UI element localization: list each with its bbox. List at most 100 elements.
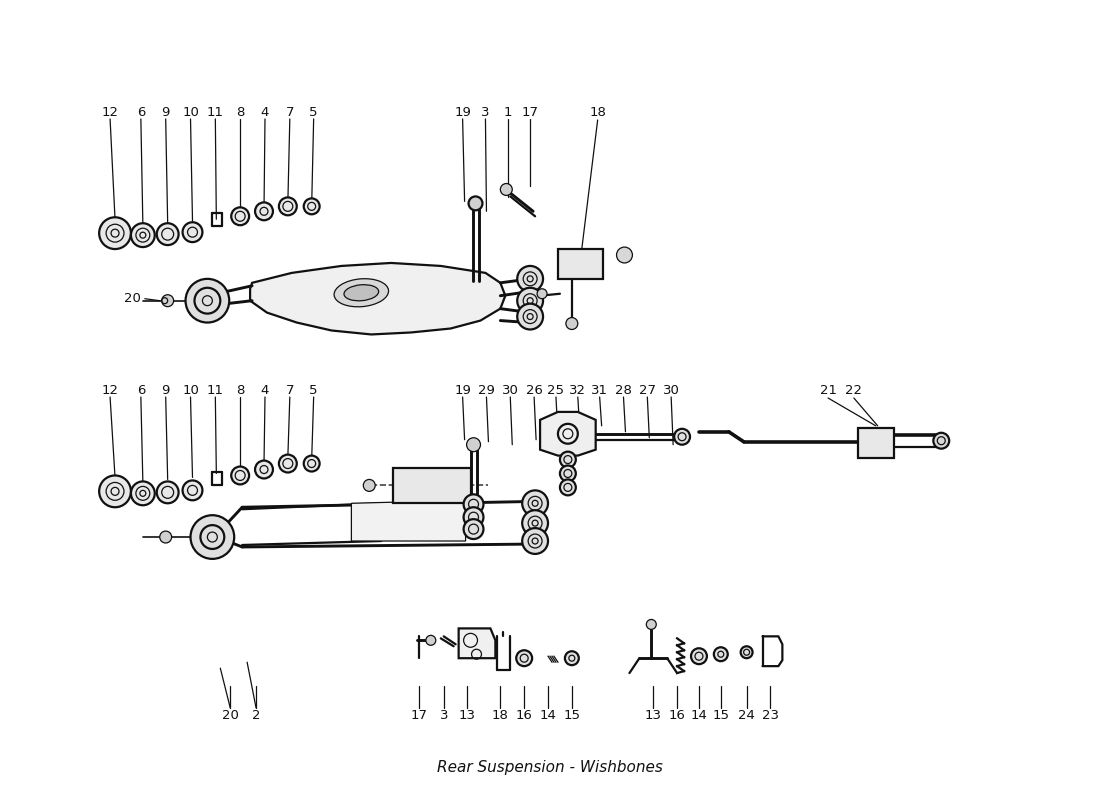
Circle shape	[537, 289, 547, 298]
Ellipse shape	[344, 285, 378, 301]
Circle shape	[522, 528, 548, 554]
Text: 12: 12	[101, 106, 119, 118]
Text: 11: 11	[207, 106, 223, 118]
Circle shape	[162, 294, 174, 306]
Text: 9: 9	[162, 383, 169, 397]
Text: 7: 7	[286, 106, 294, 118]
FancyBboxPatch shape	[393, 467, 471, 503]
Polygon shape	[351, 500, 465, 541]
Text: 30: 30	[662, 383, 680, 397]
Circle shape	[463, 507, 484, 527]
Text: 16: 16	[669, 710, 685, 722]
Circle shape	[463, 494, 484, 514]
Circle shape	[183, 481, 202, 500]
Text: 17: 17	[521, 106, 539, 118]
Circle shape	[674, 429, 690, 445]
Circle shape	[99, 475, 131, 507]
Text: 3: 3	[440, 710, 448, 722]
Text: 18: 18	[492, 710, 509, 722]
Circle shape	[616, 247, 632, 263]
Circle shape	[279, 198, 297, 215]
Circle shape	[560, 452, 575, 467]
Circle shape	[522, 510, 548, 536]
Circle shape	[647, 619, 657, 630]
Text: 14: 14	[691, 710, 707, 722]
Polygon shape	[459, 629, 495, 658]
Circle shape	[231, 466, 249, 485]
Circle shape	[157, 482, 178, 503]
Circle shape	[131, 223, 155, 247]
Circle shape	[691, 648, 707, 664]
Circle shape	[500, 183, 513, 195]
Circle shape	[565, 651, 579, 665]
Circle shape	[714, 647, 728, 661]
Text: 15: 15	[563, 710, 581, 722]
Text: Rear Suspension - Wishbones: Rear Suspension - Wishbones	[437, 760, 663, 775]
Text: 32: 32	[570, 383, 586, 397]
Circle shape	[565, 318, 578, 330]
Text: 9: 9	[162, 106, 169, 118]
Text: 16: 16	[516, 710, 532, 722]
Polygon shape	[250, 263, 505, 334]
Text: 4: 4	[261, 106, 270, 118]
Text: 1: 1	[504, 106, 513, 118]
Circle shape	[157, 223, 178, 245]
Text: 14: 14	[540, 710, 557, 722]
Text: 31: 31	[591, 383, 608, 397]
Text: 10: 10	[183, 383, 199, 397]
Circle shape	[469, 197, 483, 210]
Polygon shape	[540, 412, 596, 456]
Text: 13: 13	[645, 710, 662, 722]
Circle shape	[190, 515, 234, 559]
Circle shape	[517, 304, 543, 330]
Circle shape	[517, 288, 543, 314]
Circle shape	[933, 433, 949, 449]
Circle shape	[131, 482, 155, 506]
Text: 20: 20	[222, 710, 239, 722]
Circle shape	[363, 479, 375, 491]
Text: 22: 22	[846, 383, 862, 397]
Text: 19: 19	[454, 106, 471, 118]
Circle shape	[466, 438, 481, 452]
Text: 5: 5	[309, 106, 318, 118]
Text: 2: 2	[252, 710, 261, 722]
Text: 19: 19	[454, 383, 471, 397]
Ellipse shape	[334, 278, 388, 307]
Circle shape	[517, 266, 543, 292]
Circle shape	[304, 198, 320, 214]
Circle shape	[255, 461, 273, 478]
Circle shape	[560, 466, 575, 482]
Circle shape	[279, 454, 297, 473]
Circle shape	[522, 490, 548, 516]
Text: 6: 6	[136, 106, 145, 118]
Circle shape	[463, 519, 484, 539]
Text: 13: 13	[458, 710, 475, 722]
Circle shape	[560, 479, 575, 495]
Text: 7: 7	[286, 383, 294, 397]
Text: 24: 24	[738, 710, 755, 722]
Text: 10: 10	[183, 106, 199, 118]
Text: 3: 3	[481, 106, 490, 118]
FancyBboxPatch shape	[558, 249, 603, 279]
Text: 5: 5	[309, 383, 318, 397]
Circle shape	[426, 635, 436, 646]
Text: 30: 30	[502, 383, 519, 397]
Text: 26: 26	[526, 383, 542, 397]
Text: 8: 8	[236, 106, 244, 118]
Circle shape	[255, 202, 273, 220]
Circle shape	[160, 531, 172, 543]
Text: 17: 17	[410, 710, 428, 722]
Circle shape	[183, 222, 202, 242]
Circle shape	[516, 650, 532, 666]
Text: 15: 15	[713, 710, 729, 722]
Circle shape	[304, 456, 320, 471]
Circle shape	[231, 207, 249, 226]
Text: 6: 6	[136, 383, 145, 397]
Circle shape	[740, 646, 752, 658]
Text: 21: 21	[820, 383, 837, 397]
Text: 28: 28	[615, 383, 631, 397]
Text: 11: 11	[207, 383, 223, 397]
Circle shape	[99, 218, 131, 249]
Text: 18: 18	[590, 106, 606, 118]
Text: 25: 25	[548, 383, 564, 397]
